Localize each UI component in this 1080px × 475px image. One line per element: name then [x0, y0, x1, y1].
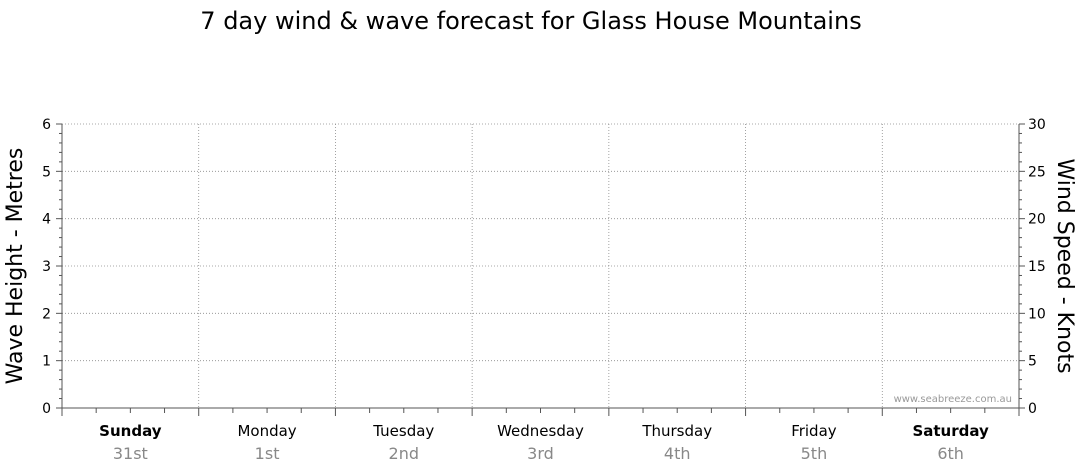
- axes: [61, 124, 1020, 416]
- right-tick-label: 15: [1028, 259, 1046, 275]
- left-tick-label: 5: [42, 164, 51, 180]
- left-axis-label: Wave Height - Metres: [3, 148, 28, 385]
- day-name-label: Tuesday: [372, 422, 434, 440]
- left-axis-ticks: 0 1 2 3 4 5 6: [42, 117, 62, 417]
- day-date-label: 31st: [113, 444, 148, 463]
- right-tick-label: 10: [1028, 306, 1046, 322]
- right-tick-label: 20: [1028, 212, 1046, 228]
- day-date-label: 6th: [937, 444, 964, 463]
- right-tick-label: 5: [1028, 354, 1037, 370]
- day-name-label: Wednesday: [497, 422, 584, 440]
- day-name-label: Thursday: [641, 422, 712, 440]
- day-date-label: 1st: [255, 444, 280, 463]
- right-axis-ticks: 0 5 10 15 20 25 30: [1019, 117, 1046, 417]
- left-tick-label: 1: [42, 354, 51, 370]
- left-tick-label: 2: [42, 306, 51, 322]
- left-tick-label: 3: [42, 259, 51, 275]
- watermark: www.seabreeze.com.au: [894, 394, 1012, 405]
- day-date-label: 3rd: [527, 444, 554, 463]
- right-tick-label: 0: [1028, 401, 1037, 417]
- left-tick-label: 6: [42, 117, 51, 133]
- right-tick-label: 30: [1028, 117, 1046, 133]
- day-date-label: 4th: [664, 444, 691, 463]
- right-axis-label: Wind Speed - Knots: [1052, 158, 1077, 373]
- day-name-label: Sunday: [99, 422, 162, 440]
- day-name-label: Monday: [237, 422, 296, 440]
- day-name-label: Friday: [791, 422, 837, 440]
- grid-lines: [62, 123, 1019, 408]
- left-tick-label: 4: [42, 212, 51, 228]
- chart-title: 7 day wind & wave forecast for Glass Hou…: [200, 7, 861, 35]
- left-tick-label: 0: [42, 401, 51, 417]
- day-date-label: 2nd: [389, 444, 419, 463]
- day-labels: Sunday 31st Monday 1st Tuesday 2nd Wednesday 3r…: [99, 422, 989, 463]
- day-name-label: Saturday: [912, 422, 989, 440]
- day-date-label: 5th: [801, 444, 828, 463]
- right-tick-label: 25: [1028, 164, 1046, 180]
